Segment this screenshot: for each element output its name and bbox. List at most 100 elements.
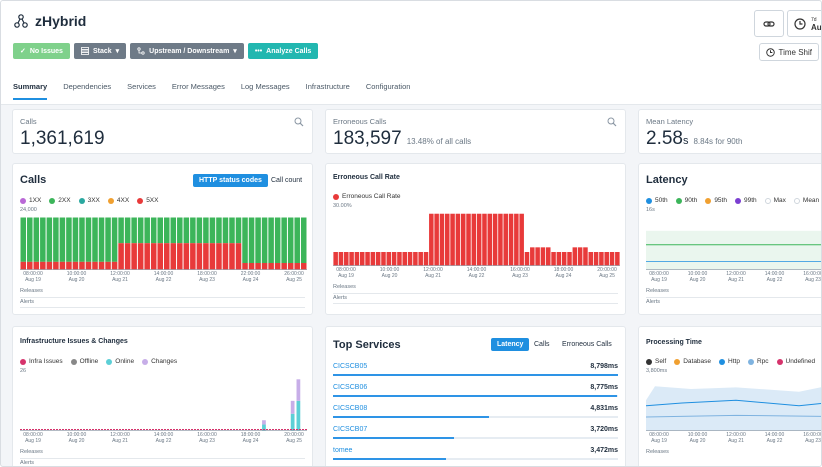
bar-2xx xyxy=(209,217,216,244)
divider xyxy=(20,307,305,308)
x-tick-label: 08:00:00 Aug 19 xyxy=(333,267,359,279)
service-latency-value: 3,720ms xyxy=(590,426,618,433)
x-tick-date: Aug 20 xyxy=(689,438,706,444)
infra-releases-label: Releases xyxy=(20,449,43,455)
legend-item[interactable]: Erroneous Call Rate xyxy=(333,193,401,200)
calls-tab[interactable]: Calls xyxy=(534,341,550,348)
legend-item[interactable]: Undefined xyxy=(776,358,815,365)
service-bar-fill xyxy=(333,437,454,439)
bar-5xx xyxy=(300,263,307,270)
bar-error-rate xyxy=(604,252,609,266)
tab-dependencies[interactable]: Dependencies xyxy=(63,82,112,91)
bar-5xx xyxy=(294,263,300,270)
bar-5xx xyxy=(255,263,261,270)
stack-label: Stack xyxy=(92,47,112,55)
service-latency-value: 8,775ms xyxy=(590,384,618,391)
bar-5xx xyxy=(261,263,268,270)
time-shift-button[interactable]: Time Shif xyxy=(758,43,819,61)
no-issues-button[interactable]: ✓ No Issues xyxy=(13,43,70,59)
legend-item[interactable]: Database xyxy=(674,358,711,365)
legend-item[interactable]: Rpc xyxy=(747,358,769,365)
bar-2xx xyxy=(27,217,33,262)
bar-5xx xyxy=(53,261,59,270)
service-row[interactable]: CICSCB06 8,775ms xyxy=(333,382,618,404)
bar-error-rate xyxy=(508,213,514,266)
bar-error-rate xyxy=(524,252,530,266)
analyze-calls-button[interactable]: ••• Analyze Calls xyxy=(247,43,319,59)
stack-dropdown[interactable]: Stack ▾ xyxy=(73,43,127,59)
erroneous-kpi-value: 183,597 xyxy=(333,128,402,149)
legend-item[interactable]: Mean xyxy=(793,197,819,204)
x-tick-time: 14:00:00 xyxy=(153,271,174,277)
legend-label: Offline xyxy=(79,358,99,365)
latency-chart-svg xyxy=(646,230,821,270)
legend-item[interactable]: Max xyxy=(764,197,786,204)
bar-error-rate xyxy=(450,213,455,266)
legend-dot-icon xyxy=(705,197,712,204)
legend-item[interactable]: 2XX xyxy=(49,197,71,204)
service-row[interactable]: tomee 3,472ms xyxy=(333,445,618,466)
x-tick-label: 20:00:00 Aug 25 xyxy=(594,267,620,279)
x-tick-label: 08:00:00 Aug 19 xyxy=(646,432,672,444)
call-count-toggle[interactable]: Call count xyxy=(271,177,303,184)
legend-item[interactable]: Changes xyxy=(142,358,177,365)
legend-dot-icon xyxy=(70,358,77,365)
tab-services[interactable]: Services xyxy=(127,82,156,91)
bar-error-rate xyxy=(561,252,567,266)
legend-item[interactable]: 1XX xyxy=(20,197,41,204)
service-latency-value: 8,798ms xyxy=(590,363,618,370)
bar-2xx xyxy=(300,217,307,263)
bar-error-rate xyxy=(482,213,487,266)
legend-item[interactable]: 50th xyxy=(646,197,668,204)
zoom-icon[interactable] xyxy=(607,117,617,127)
legend-item[interactable]: 90th xyxy=(675,197,697,204)
legend-item[interactable]: 4XX xyxy=(107,197,129,204)
x-tick-label: 22:00:00 Aug 24 xyxy=(238,271,264,283)
bar-5xx xyxy=(66,261,72,270)
x-tick-label: 16:00:00 Aug 23 xyxy=(194,432,220,444)
service-name-link[interactable]: CICSCB05 xyxy=(333,363,368,370)
legend-item[interactable]: Self xyxy=(646,358,666,365)
erroneous-calls-tab[interactable]: Erroneous Calls xyxy=(562,341,612,348)
bar-5xx xyxy=(20,261,27,270)
service-name-link[interactable]: CICSCB08 xyxy=(333,405,368,412)
bar-2xx xyxy=(33,217,40,262)
bar-online xyxy=(296,400,301,431)
bar-5xx xyxy=(79,261,85,270)
x-tick-date: Aug 21 xyxy=(728,438,744,444)
link-button[interactable] xyxy=(754,10,784,37)
tab-infrastructure[interactable]: Infrastructure xyxy=(305,82,350,91)
legend-item[interactable]: Online xyxy=(106,358,134,365)
x-tick-time: 10:00:00 xyxy=(66,432,87,438)
service-row[interactable]: CICSCB05 8,798ms xyxy=(333,361,618,383)
tab-summary[interactable]: Summary xyxy=(13,82,48,100)
latency-kpi-unit: s xyxy=(682,135,689,147)
http-status-codes-toggle[interactable]: HTTP status codes xyxy=(193,174,268,187)
tab-log-messages[interactable]: Log Messages xyxy=(240,82,290,91)
service-bar-track xyxy=(333,458,618,460)
upstream-downstream-dropdown[interactable]: Upstream / Downstream ▾ xyxy=(130,43,244,59)
service-name-link[interactable]: CICSCB07 xyxy=(333,426,368,433)
x-tick-label: 26:00:00 Aug 25 xyxy=(281,271,307,283)
service-name-link[interactable]: tomee xyxy=(333,447,353,454)
bar-changes xyxy=(290,400,295,414)
tab-error-messages[interactable]: Error Messages xyxy=(171,82,225,91)
service-row[interactable]: CICSCB07 3,720ms xyxy=(333,424,618,446)
legend-item[interactable]: Http xyxy=(719,358,740,365)
legend-item[interactable]: Infra Issues xyxy=(20,358,63,365)
legend-dot-icon xyxy=(776,358,783,365)
latency-kpi-card: Mean Latency 2.58s 8.84s for 90th xyxy=(638,109,821,154)
x-tick-time: 14:00:00 xyxy=(466,267,487,273)
legend-item[interactable]: 99th xyxy=(734,197,757,204)
zoom-icon[interactable] xyxy=(294,117,304,127)
bar-5xx xyxy=(183,243,190,270)
time-range-button[interactable]: 7d Au xyxy=(787,10,821,37)
legend-item[interactable]: 5XX xyxy=(137,197,158,204)
legend-item[interactable]: Offline xyxy=(70,358,99,365)
latency-tab[interactable]: Latency xyxy=(491,338,530,351)
tab-configuration[interactable]: Configuration xyxy=(365,82,411,91)
legend-item[interactable]: 95th xyxy=(705,197,727,204)
legend-item[interactable]: 3XX xyxy=(78,197,100,204)
service-row[interactable]: CICSCB08 4,831ms xyxy=(333,403,618,425)
service-name-link[interactable]: CICSCB06 xyxy=(333,384,368,391)
